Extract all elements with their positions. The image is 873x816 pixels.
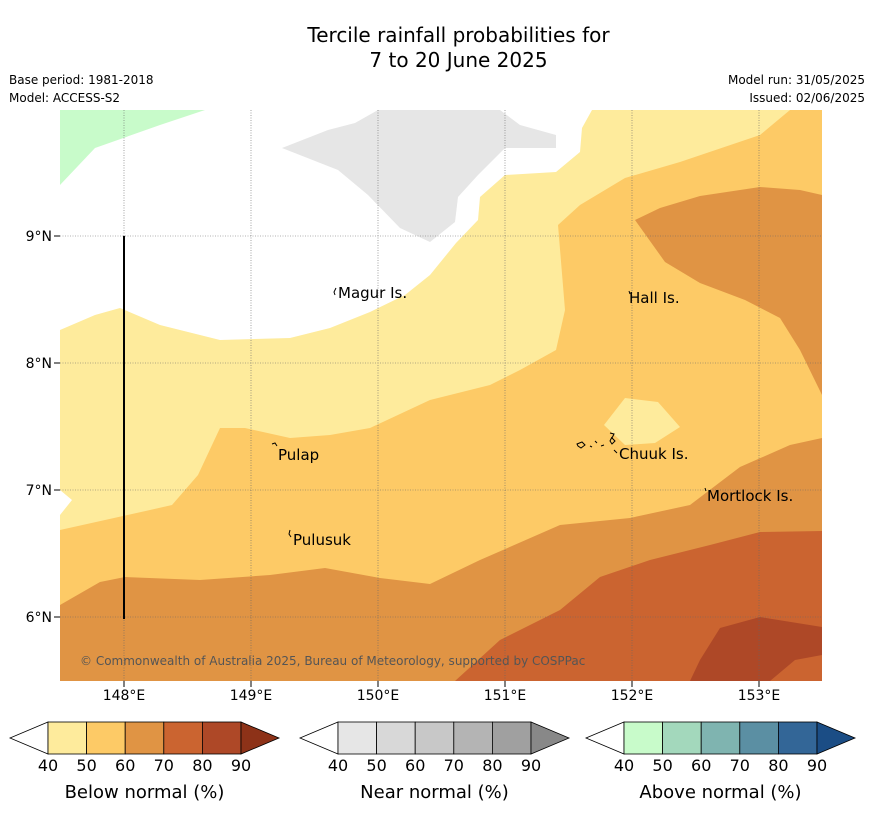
colorbar-below-tick: 60: [115, 756, 135, 775]
colorbar-near-tick: 90: [521, 756, 541, 775]
colorbar-near-segment: [376, 721, 416, 755]
place-chuuk: Chuuk Is.: [619, 445, 688, 463]
colorbar-below-tick: 80: [192, 756, 212, 775]
colorbar-above-title: Above normal (%): [639, 782, 801, 803]
colorbar-below-over-arrow: [240, 721, 281, 755]
colorbar-above-segment: [700, 721, 741, 755]
colorbar-below-title: Below normal (%): [65, 782, 225, 803]
colorbar-near-segment: [414, 721, 455, 755]
colorbar-near-tick: 80: [482, 756, 502, 775]
colorbar-below-tick: 70: [154, 756, 174, 775]
title-line-2: 7 to 20 June 2025: [369, 48, 548, 72]
colorbar-below-tick: 40: [38, 756, 58, 775]
lat-tick-9: 9°N: [26, 229, 52, 245]
colorbar-above: 40 50 60 70 80 90 Above normal (%): [584, 721, 857, 803]
colorbar-below-segment: [201, 721, 242, 755]
colorbar-near-under-arrow: [298, 721, 339, 755]
colorbar-near-title: Near normal (%): [360, 782, 509, 803]
colorbar-near-segment: [337, 721, 377, 755]
lon-tick-152: 152°E: [611, 688, 654, 704]
colorbar-below-tick: 50: [76, 756, 96, 775]
issued-date: Issued: 02/06/2025: [749, 91, 865, 105]
colorbar-below-segment: [163, 721, 203, 755]
colorbar-near-tick: 70: [444, 756, 464, 775]
lat-tick-6: 6°N: [26, 610, 52, 626]
below-normal-80-region: [690, 617, 822, 681]
copyright-notice: © Commonwealth of Australia 2025, Bureau…: [80, 654, 585, 668]
place-magur: Magur Is.: [338, 284, 407, 302]
above-normal-40-region: [60, 110, 205, 185]
probability-map: Magur Is. Hall Is. Pulap Chuuk Is. Mortl…: [60, 110, 822, 681]
lon-tick-151: 151°E: [484, 688, 527, 704]
colorbar-near-segment: [453, 721, 493, 755]
colorbar-near-tick: 60: [405, 756, 425, 775]
colorbar-below-segment: [86, 721, 126, 755]
lon-tick-153: 153°E: [738, 688, 781, 704]
colorbar-above-over-arrow: [816, 721, 857, 755]
below-normal-60-region-east: [635, 187, 822, 395]
colorbar-above-segment: [739, 721, 779, 755]
meta-left: Base period: 1981-2018 Model: ACCESS-S2: [9, 71, 154, 107]
colorbar-near-segment: [491, 721, 532, 755]
base-period: Base period: 1981-2018: [9, 73, 154, 87]
colorbar-above-tick: 50: [652, 756, 672, 775]
lon-tick-150: 150°E: [357, 688, 400, 704]
island-markers: [271, 287, 707, 538]
lat-tick-7: 7°N: [26, 483, 52, 499]
below-normal-40-blob: [604, 398, 680, 445]
colorbar-above-segment: [778, 721, 818, 755]
lat-ticks: 9°N 8°N 7°N 6°N: [26, 229, 60, 626]
title-line-1: Tercile rainfall probabilities for: [307, 23, 610, 47]
colorbar-near-tick: 40: [328, 756, 348, 775]
colorbar-above-tick: 60: [691, 756, 711, 775]
colorbar-above-segment: [623, 721, 663, 755]
lat-tick-8: 8°N: [26, 356, 52, 372]
colorbar-below: 40 50 60 70 80 90 Below normal (%): [8, 721, 281, 803]
colorbar-below-under-arrow: [8, 721, 49, 755]
lon-ticks: 148°E 149°E 150°E 151°E 152°E 153°E: [103, 681, 781, 704]
colorbar-above-tick: 80: [768, 756, 788, 775]
place-pulap: Pulap: [278, 446, 319, 464]
colorbar-above-under-arrow: [584, 721, 625, 755]
colorbars: 40 50 60 70 80 90 Below normal (%) 40 50 60 70 80 90…: [8, 721, 857, 803]
lon-tick-148: 148°E: [103, 688, 146, 704]
lon-tick-149: 149°E: [230, 688, 273, 704]
colorbar-above-segment: [662, 721, 702, 755]
colorbar-near-tick: 50: [366, 756, 386, 775]
map-title: Tercile rainfall probabilities for 7 to …: [0, 23, 873, 73]
place-pulusuk: Pulusuk: [293, 531, 351, 549]
colorbar-above-tick: 90: [807, 756, 827, 775]
meta-right: Model run: 31/05/2025 Issued: 02/06/2025: [728, 71, 865, 107]
near-normal-40-region: [282, 110, 556, 242]
colorbar-below-tick: 90: [231, 756, 251, 775]
colorbar-above-tick: 70: [730, 756, 750, 775]
colorbar-below-segment: [124, 721, 165, 755]
colorbar-near: 40 50 60 70 80 90 Near normal (%): [298, 721, 571, 803]
place-hall: Hall Is.: [629, 289, 680, 307]
colorbar-above-tick: 40: [614, 756, 634, 775]
place-mortlock: Mortlock Is.: [707, 487, 793, 505]
model-run: Model run: 31/05/2025: [727, 73, 865, 87]
colorbar-below-segment: [47, 721, 87, 755]
colorbar-near-over-arrow: [530, 721, 571, 755]
model-name: Model: ACCESS-S2: [9, 91, 121, 105]
